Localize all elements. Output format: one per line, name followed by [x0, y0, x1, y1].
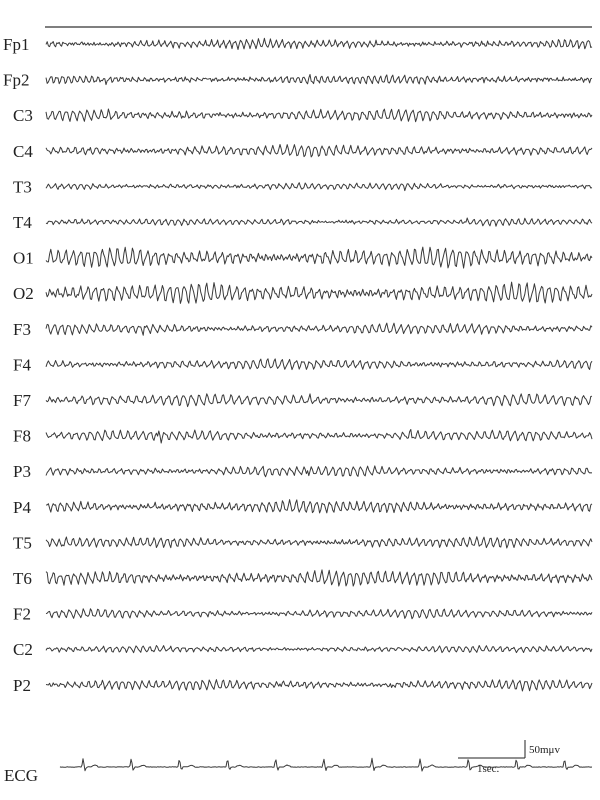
trace-o2 — [45, 281, 593, 304]
channel-label-ecg: ECG — [4, 766, 38, 785]
trace-o1 — [45, 246, 593, 269]
scale-bar: 50mμv 1sec. — [458, 740, 560, 775]
channel-label-t4: T4 — [13, 213, 32, 232]
channel-label-p4: P4 — [13, 498, 31, 517]
channel-label-f4: F4 — [13, 355, 31, 374]
trace-fp2 — [45, 74, 593, 86]
channel-label-fp1: Fp1 — [3, 35, 29, 54]
channel-label-f7: F7 — [13, 391, 31, 410]
channel-label-o1: O1 — [13, 249, 34, 268]
trace-c4 — [45, 144, 593, 158]
channel-label-c4: C4 — [13, 142, 33, 161]
trace-t6 — [45, 569, 593, 587]
trace-p3 — [45, 465, 593, 478]
trace-t4 — [45, 217, 593, 227]
channel-label-t3: T3 — [13, 177, 32, 196]
channel-label-f3: F3 — [13, 320, 31, 339]
channel-traces — [45, 37, 593, 772]
trace-c3 — [45, 108, 593, 123]
channel-label-f8: F8 — [13, 427, 31, 446]
trace-f3 — [45, 322, 593, 336]
trace-t3 — [45, 182, 593, 192]
channel-label-p2: P2 — [13, 676, 31, 695]
trace-f8 — [45, 429, 593, 444]
trace-p2 — [45, 679, 593, 692]
channel-label-t6: T6 — [13, 569, 32, 588]
channel-label-p3: P3 — [13, 462, 31, 481]
trace-f4 — [45, 358, 593, 371]
channel-label-c3: C3 — [13, 106, 33, 125]
trace-c2 — [45, 645, 593, 654]
scale-bar-lines — [458, 740, 526, 759]
trace-fp1 — [45, 37, 593, 50]
channel-label-fp2: Fp2 — [3, 71, 29, 90]
trace-f2 — [45, 608, 593, 620]
trace-ecg — [59, 757, 593, 772]
channel-label-o2: O2 — [13, 284, 34, 303]
trace-t5 — [45, 536, 593, 549]
channel-labels: Fp1 Fp2 C3 C4 T3 T4 O1 O2 F3 F4 F7 F8 P3 P4 T5 T6 F2 C2 P2… — [3, 35, 38, 785]
trace-f7 — [45, 393, 593, 408]
scale-bar-time-label: 1sec. — [477, 763, 500, 775]
scale-bar-amplitude-label: 50mμv — [529, 744, 560, 756]
channel-label-c2: C2 — [13, 640, 33, 659]
channel-label-f2: F2 — [13, 605, 31, 624]
channel-label-t5: T5 — [13, 533, 32, 552]
trace-p4 — [45, 499, 593, 514]
